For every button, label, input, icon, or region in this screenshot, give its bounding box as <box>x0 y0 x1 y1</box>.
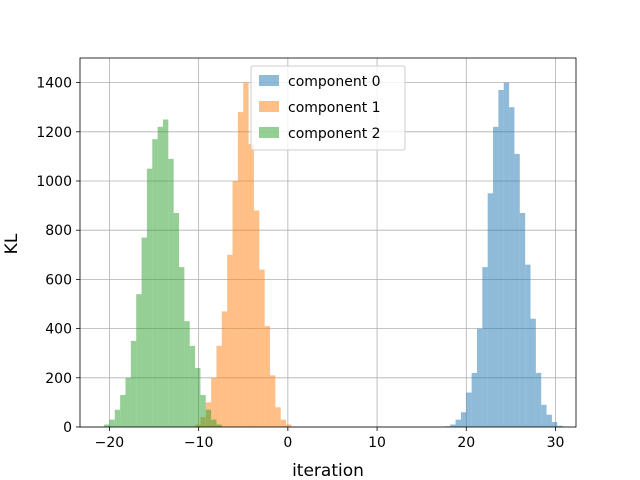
y-tick-label: 1200 <box>36 125 72 141</box>
histogram-bar <box>179 267 185 427</box>
histogram-bar <box>546 414 552 427</box>
histogram-bar <box>509 107 515 427</box>
histogram-bar <box>130 340 137 427</box>
histogram-bar <box>455 419 461 427</box>
histogram-bar <box>275 407 281 427</box>
histogram-bar <box>211 377 217 427</box>
histogram-bar <box>482 267 488 427</box>
histogram-bar <box>189 345 196 427</box>
histogram-bar <box>195 367 201 427</box>
histogram-bar <box>205 409 212 427</box>
histogram-bar <box>232 181 238 427</box>
histogram-bar <box>503 82 510 427</box>
histogram-bar <box>248 144 254 427</box>
histogram-bar <box>253 210 260 427</box>
histogram-bar <box>551 422 558 427</box>
y-tick-label: 200 <box>45 371 72 387</box>
series-2-bars <box>104 119 222 428</box>
y-tick-label: 400 <box>45 322 72 338</box>
histogram-bar <box>216 424 222 427</box>
x-axis-ticks: −20 −10 0 10 20 30 <box>95 427 565 451</box>
histogram-bar <box>471 372 477 427</box>
histogram-bar <box>286 424 292 427</box>
histogram-bar <box>221 311 228 427</box>
series-0-bars <box>444 82 563 427</box>
y-axis-title: KL <box>2 233 22 254</box>
histogram-bar <box>541 404 547 427</box>
histogram-bar <box>216 345 222 427</box>
histogram-bar <box>152 139 158 427</box>
y-tick-label: 0 <box>63 420 72 436</box>
histogram-bar <box>280 419 287 427</box>
x-tick-label: 0 <box>283 435 292 451</box>
legend-label: component 1 <box>288 100 381 116</box>
legend-box <box>250 65 406 151</box>
plot-frame <box>79 57 577 428</box>
histogram-bar <box>200 395 206 427</box>
histogram-bar <box>264 326 271 427</box>
y-tick-label: 600 <box>45 272 72 288</box>
histogram-bar <box>136 294 142 427</box>
histogram-bar <box>514 153 520 427</box>
histogram-bar <box>146 168 153 427</box>
histogram-bar <box>535 372 542 427</box>
y-tick-label: 800 <box>45 223 72 239</box>
histogram-bar <box>157 126 163 427</box>
histogram-bar <box>162 119 169 427</box>
histogram-bar <box>270 375 276 427</box>
histogram-bar <box>125 377 131 427</box>
legend-swatch <box>259 101 279 112</box>
x-tick-label: 10 <box>368 435 386 451</box>
histogram-bar <box>498 89 504 427</box>
histogram-bar <box>173 212 180 427</box>
x-tick-label: 20 <box>457 435 475 451</box>
legend-label: component 0 <box>288 74 381 90</box>
histogram-bar <box>184 321 190 427</box>
histogram-bar <box>211 419 217 427</box>
legend-swatch <box>259 75 279 86</box>
histogram-bar <box>114 409 121 427</box>
histogram-bar <box>466 392 472 427</box>
histogram-bar <box>120 395 126 427</box>
histogram-bar <box>476 328 483 427</box>
histogram-bar <box>109 419 115 427</box>
histogram-bars <box>104 82 563 428</box>
legend-label: component 2 <box>288 126 381 142</box>
x-tick-label: −20 <box>95 435 125 451</box>
histogram-bar <box>227 254 233 427</box>
legend: component 0 component 1 component 2 <box>250 65 406 151</box>
histogram-bar <box>141 237 147 427</box>
histogram-bar <box>237 112 244 428</box>
y-tick-label: 1400 <box>36 76 72 92</box>
histogram-bar <box>104 424 110 427</box>
histogram-bar <box>168 158 174 428</box>
histogram-bar <box>493 126 499 427</box>
histogram-bar <box>460 412 467 427</box>
histogram-bar <box>530 318 536 427</box>
x-tick-label: 30 <box>547 435 565 451</box>
histogram-bar <box>259 269 265 427</box>
histogram-bar <box>487 193 494 427</box>
series-1-bars <box>195 82 292 428</box>
histogram-bar <box>450 424 456 427</box>
x-tick-label: −10 <box>184 435 214 451</box>
y-tick-label: 1000 <box>36 174 72 190</box>
y-axis-ticks: 0 200 400 600 800 1000 1200 1400 <box>36 76 80 436</box>
x-axis-title: iteration <box>292 461 364 480</box>
histogram-bar <box>557 425 563 427</box>
legend-swatch <box>259 127 279 138</box>
histogram-bar <box>243 82 249 427</box>
histogram-bar <box>525 264 531 427</box>
histogram-bar <box>519 212 526 427</box>
